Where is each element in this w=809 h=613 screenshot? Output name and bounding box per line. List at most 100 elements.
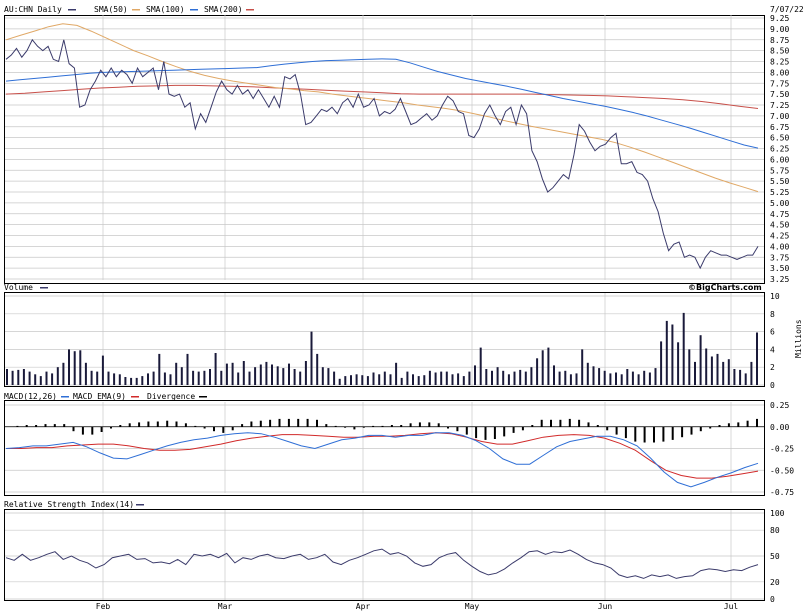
macd-y-tick: 0.25	[770, 401, 789, 410]
macd-line	[5, 432, 759, 488]
volume-bar	[541, 350, 544, 385]
divergence-bar	[503, 426, 506, 437]
volume-y-tick: 8	[770, 310, 775, 319]
divergence-bar	[325, 424, 328, 427]
divergence-bar	[559, 419, 562, 427]
volume-bar	[558, 371, 561, 385]
symbol-label: AU:CHN Daily	[4, 5, 62, 14]
divergence-bar	[606, 426, 609, 431]
legend-swatch-volume	[40, 287, 48, 289]
volume-bar	[722, 361, 725, 385]
macd-y-tick: -0.50	[770, 466, 794, 475]
price-y-tick: 4.00	[770, 242, 789, 251]
volume-bar	[513, 371, 516, 385]
divergence-bar	[381, 425, 384, 427]
divergence-bar	[269, 419, 272, 427]
divergence-bar	[231, 426, 234, 431]
price-y-tick: 5.00	[770, 199, 789, 208]
volume-bar	[237, 372, 240, 385]
x-tick-label: Jul	[724, 602, 739, 611]
divergence-bar	[100, 426, 103, 432]
legend-swatch-sma50	[132, 9, 140, 11]
volume-bar	[361, 375, 364, 385]
volume-bar	[428, 370, 431, 385]
sma200-line	[5, 84, 759, 109]
brand-label: ©BigCharts.com	[688, 283, 762, 292]
price-y-tick: 3.75	[770, 253, 789, 262]
volume-y-tick: 4	[770, 345, 775, 354]
volume-bar	[242, 361, 245, 385]
volume-bar	[79, 350, 82, 385]
price-y-tick: 5.25	[770, 188, 789, 197]
price-y-tick: 6.25	[770, 145, 789, 154]
volume-bar	[51, 373, 54, 385]
volume-bar	[304, 361, 307, 385]
volume-bar	[631, 371, 634, 385]
macd-ema-label: MACD EMA(9)	[73, 392, 126, 401]
price-y-tick: 6.75	[770, 123, 789, 132]
divergence-bar	[53, 424, 56, 427]
divergence-bar	[297, 418, 300, 427]
volume-bar	[147, 373, 149, 385]
macd-panel	[5, 418, 764, 488]
volume-bar	[209, 369, 211, 385]
divergence-bar	[699, 426, 702, 432]
volume-bar	[316, 353, 319, 385]
volume-bar	[694, 361, 696, 385]
volume-bar	[739, 369, 742, 385]
chart-date: 7/07/22	[770, 5, 804, 14]
volume-bar	[637, 374, 640, 385]
divergence-bar	[91, 426, 94, 435]
volume-bar	[192, 370, 195, 385]
divergence-bar	[643, 426, 646, 443]
volume-bar	[445, 371, 448, 385]
divergence-bar	[344, 426, 347, 428]
sma100-line	[5, 23, 759, 193]
price-y-tick: 5.50	[770, 177, 789, 186]
price-y-tick: 6.50	[770, 134, 789, 143]
price-y-tick: 7.25	[770, 101, 789, 110]
rsi-y-tick: 0	[770, 595, 775, 604]
divergence-bar	[250, 421, 253, 427]
divergence-bar	[653, 426, 655, 443]
volume-bar	[750, 361, 753, 385]
volume-bar	[338, 378, 341, 385]
volume-bar	[124, 377, 127, 385]
gridlines	[5, 15, 764, 600]
legend-swatch-macd	[61, 396, 69, 398]
volume-bar	[265, 361, 268, 385]
volume-bar	[84, 362, 87, 386]
x-tick-label: Mar	[218, 602, 233, 611]
volume-bar	[547, 347, 550, 385]
volume-bar	[90, 370, 93, 385]
divergence-bar	[662, 426, 665, 442]
volume-bar	[73, 351, 76, 385]
volume-bar	[462, 376, 465, 385]
volume-bar	[288, 363, 290, 385]
legend-swatch-sma200	[246, 9, 254, 11]
legend-swatch-signal	[131, 396, 139, 398]
volume-bar	[56, 367, 59, 385]
divergence-bar	[128, 423, 131, 427]
divergence-bar	[550, 419, 552, 427]
legend-swatch-price	[68, 9, 76, 11]
volume-bar	[135, 377, 138, 385]
divergence-bar	[81, 426, 84, 435]
volume-y-tick: 10	[770, 292, 780, 301]
volume-bar	[327, 368, 330, 385]
legend-swatch-rsi	[136, 504, 144, 506]
price-y-tick: 8.25	[770, 58, 789, 67]
volume-bar	[395, 362, 398, 386]
divergence-bar	[278, 418, 281, 427]
volume-bar	[705, 348, 708, 385]
volume-bar	[660, 341, 663, 385]
divergence-bar	[390, 425, 393, 427]
divergence-bar	[521, 426, 524, 431]
rsi-line	[5, 548, 759, 579]
volume-bar	[524, 371, 527, 385]
divergence-bar	[156, 421, 159, 427]
volume-bar	[536, 358, 539, 385]
rsi-y-tick: 20	[770, 578, 780, 587]
divergence-bar	[737, 422, 740, 427]
